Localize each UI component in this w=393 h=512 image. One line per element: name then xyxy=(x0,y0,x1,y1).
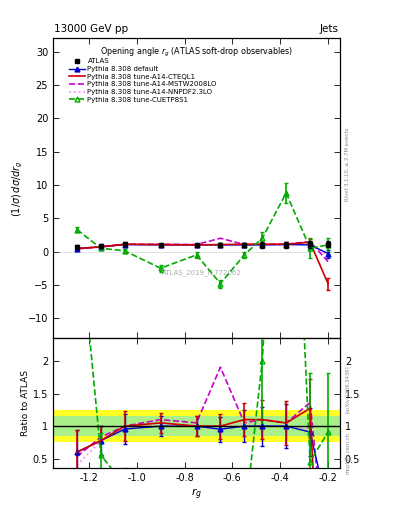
Legend: ATLAS, Pythia 8.308 default, Pythia 8.308 tune-A14-CTEQL1, Pythia 8.308 tune-A14: ATLAS, Pythia 8.308 default, Pythia 8.30… xyxy=(68,57,218,104)
Text: Jets: Jets xyxy=(320,24,338,34)
X-axis label: $r_g$: $r_g$ xyxy=(191,486,202,502)
Text: ATLAS_2019_I1772062: ATLAS_2019_I1772062 xyxy=(162,269,242,275)
Text: Opening angle $r_g$ (ATLAS soft-drop observables): Opening angle $r_g$ (ATLAS soft-drop obs… xyxy=(100,46,293,59)
Text: mcplots.cern.ch: mcplots.cern.ch xyxy=(345,432,350,474)
Y-axis label: $(1/\sigma)\,d\sigma/dr_g$: $(1/\sigma)\,d\sigma/dr_g$ xyxy=(11,160,25,217)
Text: [arXiv:1306.3436]: [arXiv:1306.3436] xyxy=(345,365,350,413)
Text: 13000 GeV pp: 13000 GeV pp xyxy=(55,24,129,34)
Y-axis label: Ratio to ATLAS: Ratio to ATLAS xyxy=(21,370,30,436)
Text: Rivet 3.1.10, ≥ 2.7M events: Rivet 3.1.10, ≥ 2.7M events xyxy=(345,127,350,201)
